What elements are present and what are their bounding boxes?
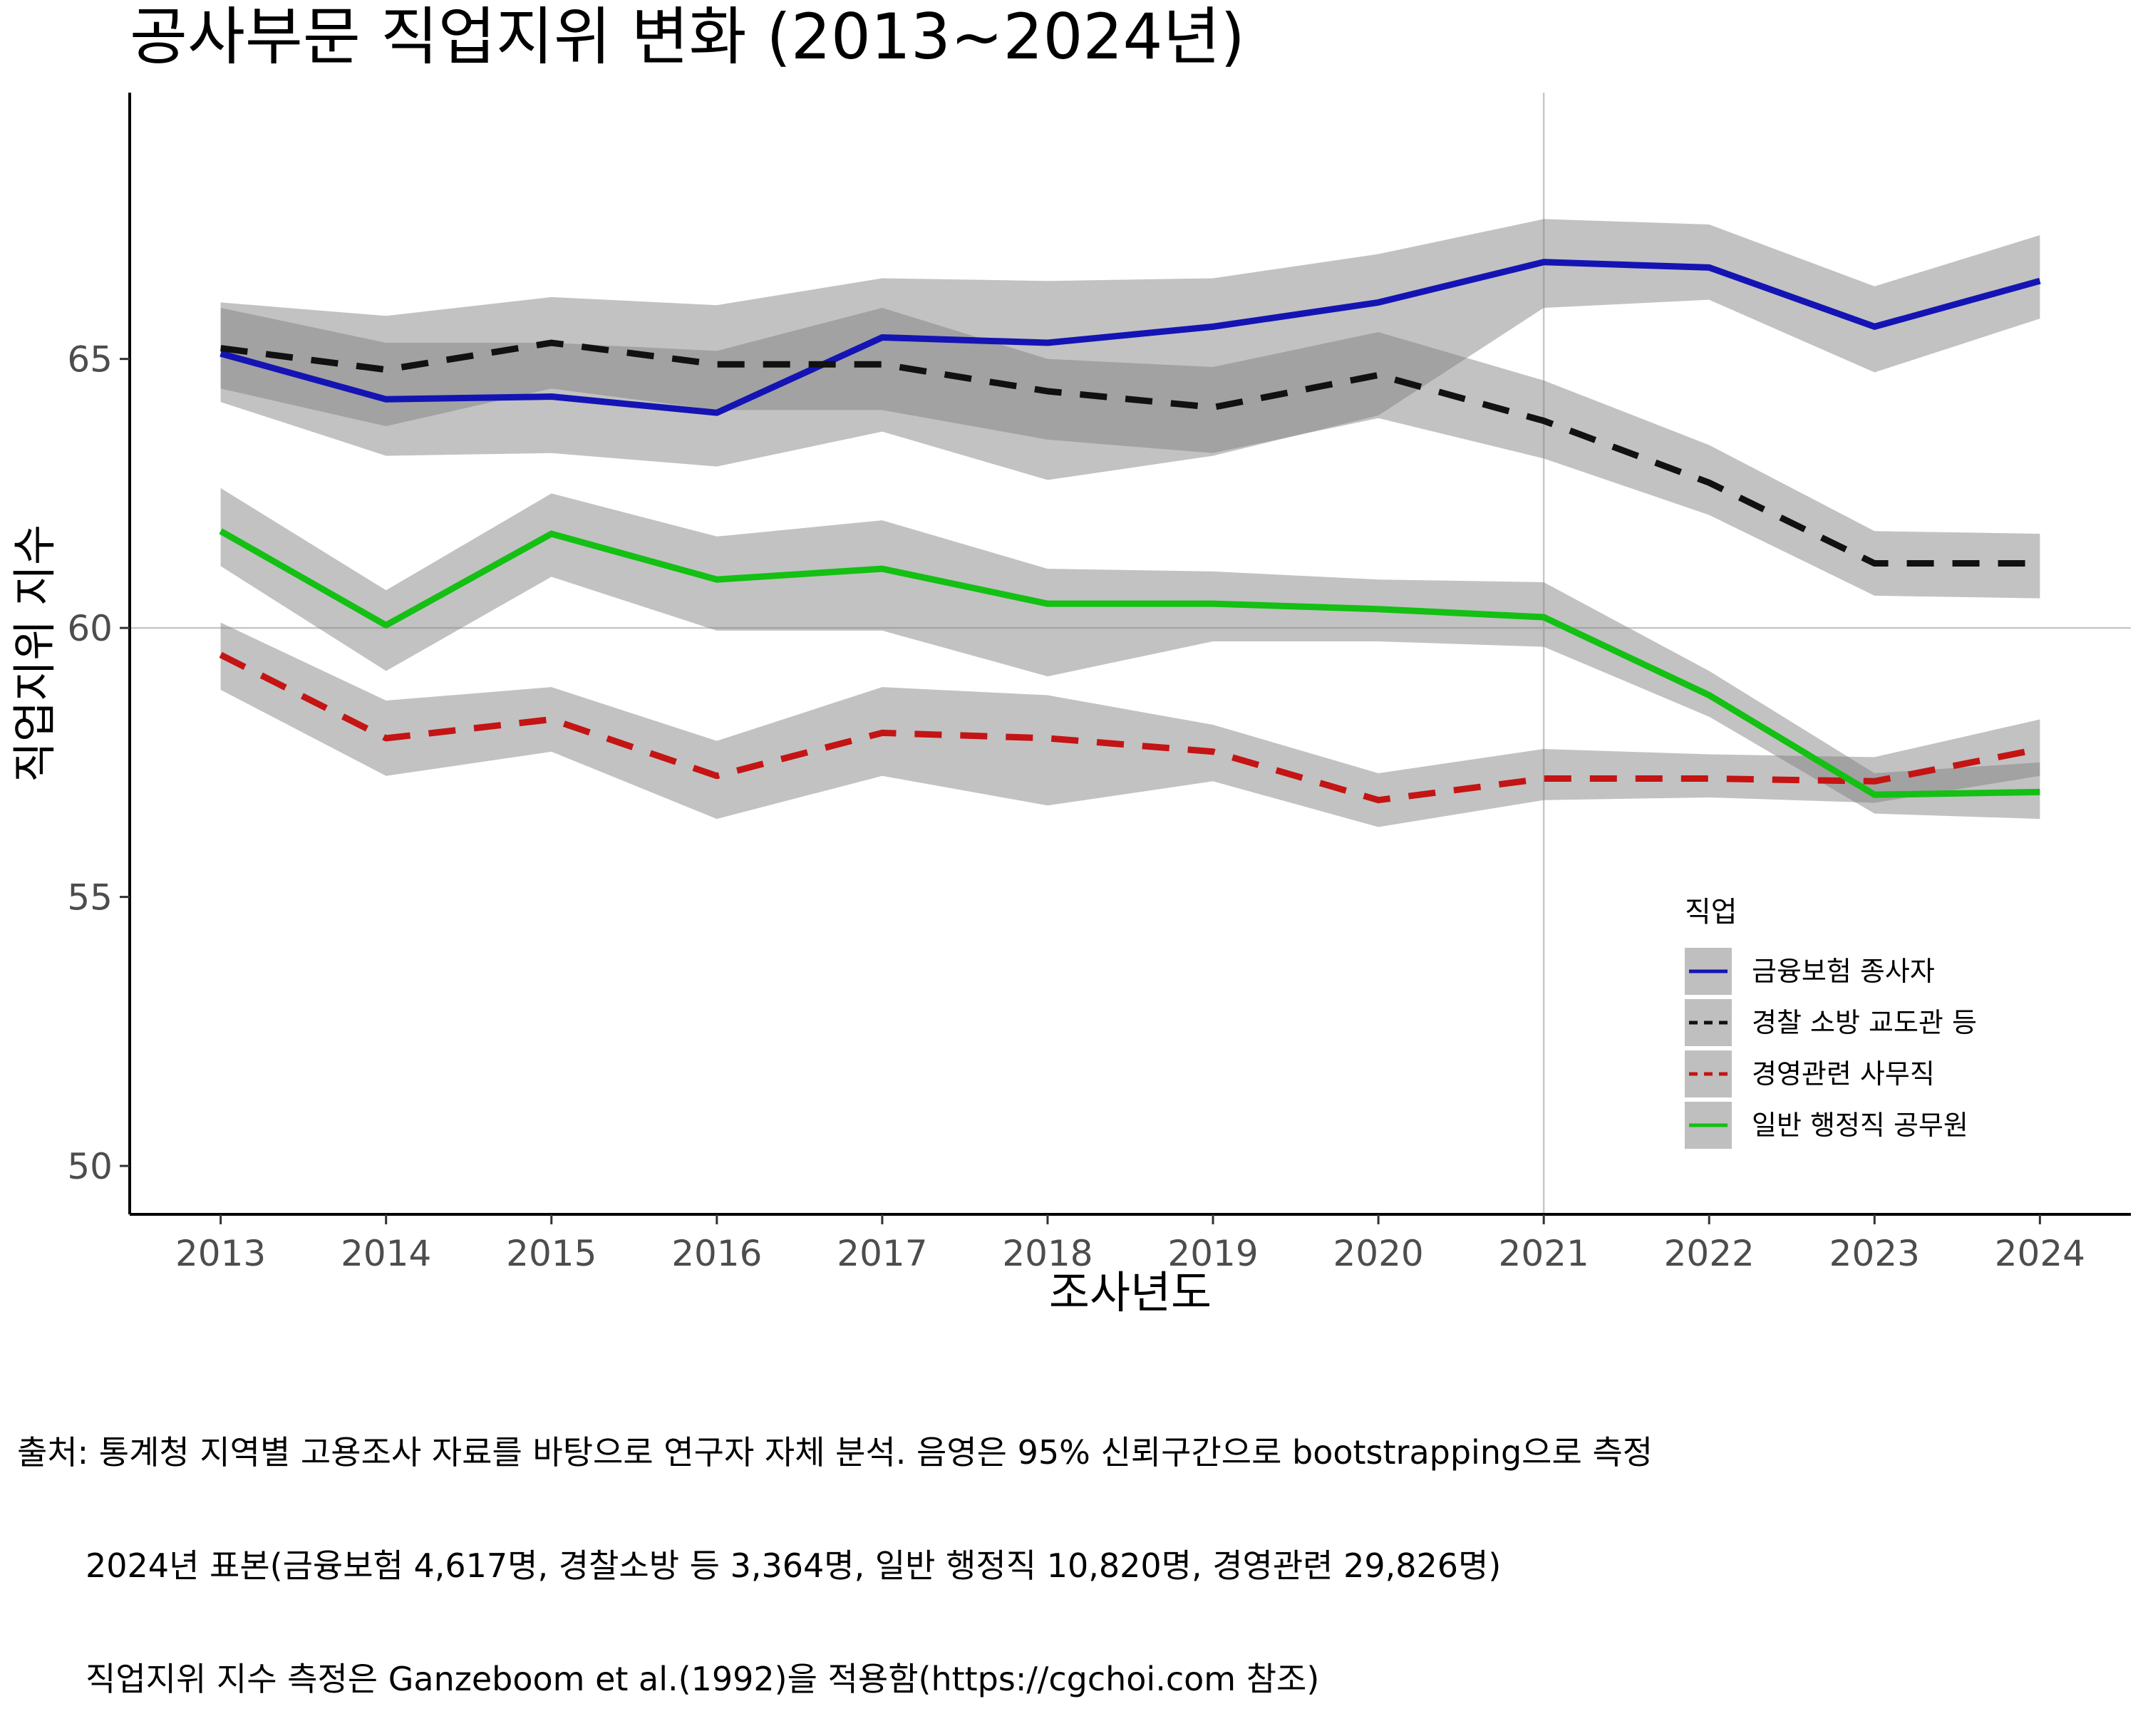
legend-title: 직업	[1685, 896, 1737, 929]
x-tick-label: 2017	[837, 1233, 927, 1274]
line-경찰-소방-교도관-등	[220, 339, 2040, 567]
line-경영관련-사무직	[219, 651, 2041, 804]
y-tick-label: 60	[67, 608, 113, 649]
y-axis-ticks: 50 55 60 65	[67, 339, 130, 1187]
band-경영관련-사무직	[220, 622, 2040, 827]
x-axis-label: 조사년도	[1049, 1266, 1212, 1318]
y-axis-label: 직업지위 지수	[9, 525, 61, 782]
x-tick-label: 2019	[1167, 1233, 1258, 1274]
chart-title: 공사부문 직업지위 변화 (2013~2024년)	[130, 0, 1245, 73]
x-tick-label: 2022	[1664, 1233, 1755, 1274]
caption-line-3: 직업지위 지수 측정은 Ganzeboom et al.(1992)을 적용함(…	[86, 1660, 1320, 1698]
x-tick-label: 2015	[506, 1233, 597, 1274]
legend-label: 경찰 소방 교도관 등	[1752, 1007, 1977, 1038]
band-경찰-소방-교도관-등	[220, 307, 2040, 599]
legend-item-일반-행정직-공무원: 일반 행정직 공무원	[1685, 1102, 1968, 1149]
legend-item-경영관련-사무직: 경영관련 사무직	[1685, 1050, 1935, 1097]
x-tick-label: 2014	[341, 1233, 431, 1274]
legend-item-금융보험-종사자: 금융보험 종사자	[1685, 948, 1935, 995]
reference-lines	[130, 93, 2131, 1214]
x-tick-label: 2016	[671, 1233, 762, 1274]
caption-line-1: 출처: 통계청 지역별 고용조사 자료를 바탕으로 연구자 자체 분석. 음영은…	[17, 1433, 1653, 1472]
x-tick-label: 2018	[1002, 1233, 1093, 1274]
legend-item-경찰-소방-교도관-등: 경찰 소방 교도관 등	[1685, 999, 1977, 1046]
legend-label: 경영관련 사무직	[1752, 1058, 1935, 1090]
x-axis-ticks: 2013 2014 2015 2016 2017 2018 2019 2020 2021 2022…	[175, 1214, 2085, 1274]
x-tick-label: 2021	[1499, 1233, 1589, 1274]
y-tick-label: 55	[67, 877, 113, 919]
source-caption: 출처: 통계청 지역별 고용조사 자료를 바탕으로 연구자 자체 분석. 음영은…	[17, 1358, 1653, 1736]
y-tick-label: 50	[67, 1146, 113, 1187]
x-tick-label: 2024	[1995, 1233, 2085, 1274]
x-tick-label: 2013	[175, 1233, 266, 1274]
band-금융보험-종사자	[220, 219, 2040, 480]
confidence-bands	[220, 219, 2040, 827]
y-tick-label: 65	[67, 339, 113, 381]
x-tick-label: 2020	[1333, 1233, 1423, 1274]
legend-label: 일반 행정직 공무원	[1752, 1110, 1968, 1141]
legend-label: 금융보험 종사자	[1752, 956, 1935, 987]
line-일반-행정직-공무원	[219, 528, 2040, 798]
line-금융보험-종사자	[220, 259, 2041, 416]
x-tick-label: 2023	[1829, 1233, 1920, 1274]
series-lines	[219, 259, 2041, 804]
caption-line-2: 2024년 표본(금융보험 4,617명, 경찰소방 등 3,364명, 일반 …	[86, 1546, 1502, 1585]
